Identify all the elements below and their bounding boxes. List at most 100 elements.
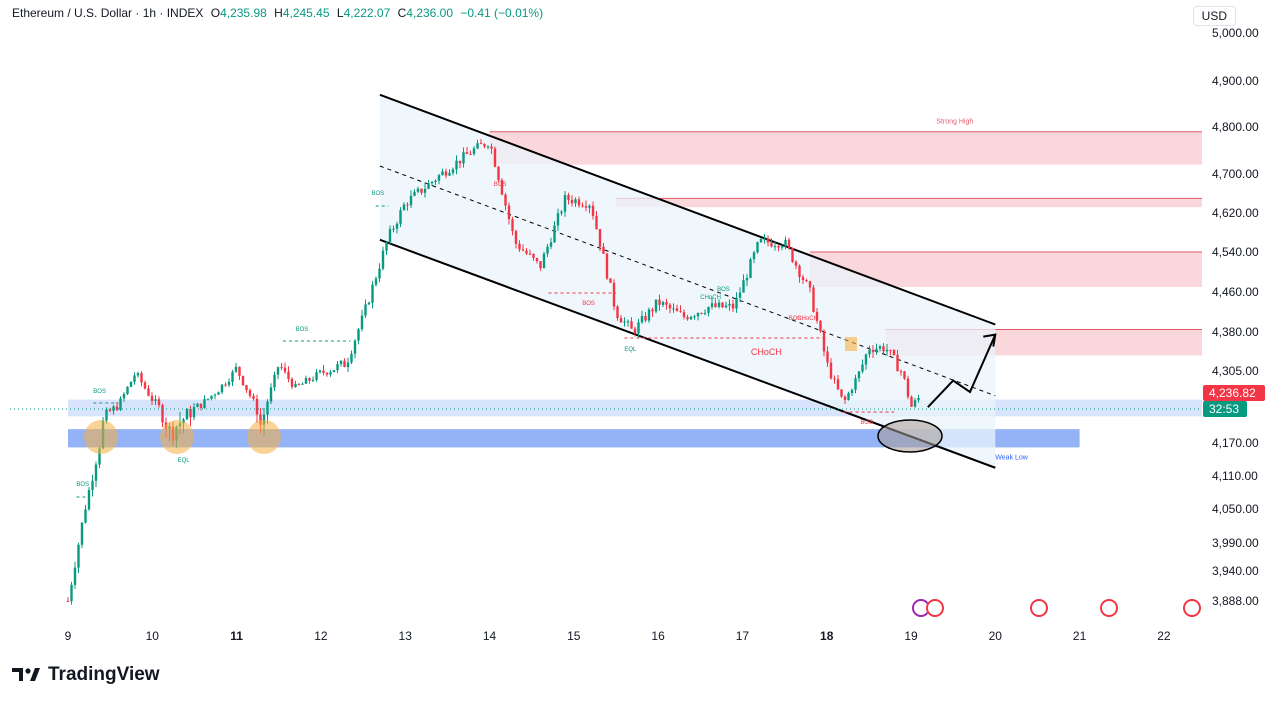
supply-zone (489, 131, 1202, 165)
low-label: L (336, 6, 344, 20)
y-tick-label: 4,540.00 (1212, 245, 1259, 259)
candle-body (801, 277, 805, 281)
candle-body (269, 387, 273, 402)
candle-body (318, 370, 322, 373)
candle-body (773, 246, 777, 248)
candle-body (535, 257, 539, 262)
candle-body (689, 316, 693, 320)
candle-body (203, 399, 206, 408)
candle-body (675, 308, 679, 312)
event-flag-icon (1183, 599, 1201, 617)
candle-body (259, 414, 262, 425)
candle-body (115, 406, 119, 410)
candle-body (476, 143, 479, 149)
target-ellipse (877, 419, 943, 453)
bos-label: BOS (76, 482, 89, 488)
candle-body (511, 219, 514, 232)
candle-body (840, 389, 843, 397)
candle-body (658, 299, 661, 305)
symbol-title[interactable]: Ethereum / U.S. Dollar · 1h · INDEX (12, 6, 204, 20)
candle-body (532, 253, 535, 258)
candle-body (861, 364, 864, 372)
candle-body (182, 419, 185, 424)
candle-body (224, 384, 227, 386)
tradingview-logo-icon (12, 668, 40, 681)
candle-body (416, 188, 420, 192)
candle-body (794, 261, 798, 266)
candle-body (353, 340, 357, 354)
candle-body (539, 261, 542, 269)
candle-body (892, 350, 896, 355)
candle-body (395, 223, 399, 229)
candle-body (262, 414, 266, 425)
candle-body (745, 277, 749, 281)
candle-body (227, 381, 231, 385)
candle-body (399, 210, 402, 224)
candle-body (595, 215, 598, 230)
candle-body (605, 253, 609, 279)
candle-body (721, 302, 724, 308)
candle-body (420, 188, 423, 193)
candle-body (98, 448, 101, 465)
candle-body (325, 372, 329, 375)
candle-body (423, 188, 427, 193)
candle-body (297, 383, 301, 385)
candle-body (847, 393, 850, 400)
candle-body (546, 246, 549, 254)
candle-body (805, 280, 808, 282)
candle-body (889, 349, 892, 351)
candle-body (542, 253, 546, 269)
candle-body (84, 509, 87, 523)
candle-body (406, 204, 409, 206)
x-tick-label: 17 (736, 629, 750, 643)
x-tick-label: 12 (314, 629, 328, 643)
candle-body (441, 171, 444, 176)
candle-body (357, 329, 360, 341)
currency-selector[interactable]: USD (1192, 6, 1236, 26)
candle-body (458, 160, 462, 164)
choch-label: CHoCH (700, 295, 721, 301)
candle-body (787, 239, 791, 249)
candle-body (343, 360, 346, 368)
x-tick-label: 9 (65, 629, 72, 643)
candle-body (402, 204, 406, 211)
candle-body (567, 195, 570, 200)
candle-body (696, 312, 700, 317)
candle-body (332, 370, 336, 373)
tradingview-logo[interactable]: TradingView (12, 664, 160, 686)
candle-body (556, 213, 560, 226)
candle-body (637, 322, 640, 334)
candle-body (430, 181, 434, 184)
candle-body (371, 284, 374, 303)
candle-body (630, 321, 633, 329)
candle-body (521, 249, 525, 251)
x-tick-label: 18 (820, 629, 834, 643)
low-value: 4,222.07 (343, 6, 391, 20)
x-tick-label: 16 (651, 629, 665, 643)
candle-body (759, 239, 763, 243)
candle-body (724, 305, 728, 308)
event-flag-icon (1100, 599, 1118, 617)
candle-body (346, 362, 350, 368)
candle-body (378, 268, 381, 279)
y-tick-label: 4,050.00 (1212, 502, 1259, 516)
candle-body (581, 205, 584, 207)
eql-label: EQL (178, 458, 191, 464)
candle-body (665, 302, 668, 305)
demand-zone (68, 399, 1202, 417)
candle-body (472, 148, 476, 155)
supply-zone (615, 198, 1202, 208)
candle-body (857, 371, 861, 379)
candle-body (749, 259, 752, 278)
close-label: C (397, 6, 407, 20)
candle-body (815, 311, 819, 321)
last-price-label: 4,236.82 (1209, 386, 1256, 400)
candle-body (763, 238, 766, 240)
bos-label: BOS (789, 316, 802, 322)
bos-label: BOS (494, 182, 507, 188)
candle-body (868, 349, 871, 355)
candle-body (875, 348, 878, 353)
candle-body (126, 386, 129, 395)
candle-body (189, 409, 192, 418)
